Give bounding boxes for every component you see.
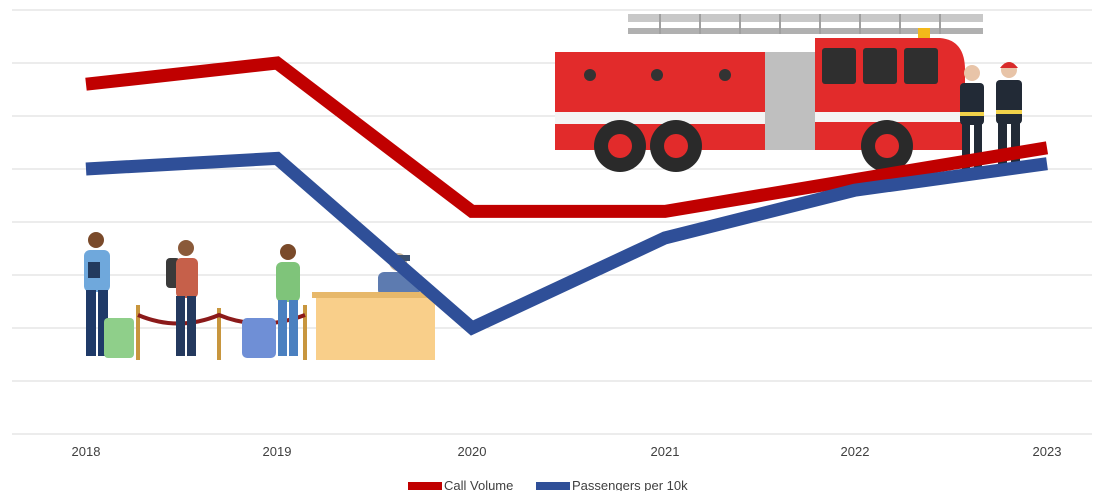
legend-label: Passengers per 10k: [572, 478, 688, 491]
x-tick-label: 2023: [1033, 444, 1062, 459]
legend-swatch: [408, 482, 442, 490]
x-axis: 2018 2019 2020 2021 2022 2023: [12, 433, 1092, 459]
legend-entry: Call Volume: [408, 478, 513, 491]
series-line: [85, 151, 1048, 336]
legend: Call Volume Passengers per 10k: [408, 478, 688, 491]
x-tick-label: 2018: [72, 444, 101, 459]
legend-swatch: [536, 482, 570, 490]
x-tick-label: 2020: [458, 444, 487, 459]
fire-truck-illustration: [555, 14, 1022, 172]
x-tick-label: 2022: [841, 444, 870, 459]
series-line: [85, 56, 1049, 218]
legend-entry: Passengers per 10k: [536, 478, 688, 491]
airport-queue-illustration: [84, 232, 439, 360]
x-tick-label: 2021: [651, 444, 680, 459]
legend-label: Call Volume: [444, 478, 513, 491]
series-lines: [85, 56, 1049, 336]
x-tick-label: 2019: [263, 444, 292, 459]
